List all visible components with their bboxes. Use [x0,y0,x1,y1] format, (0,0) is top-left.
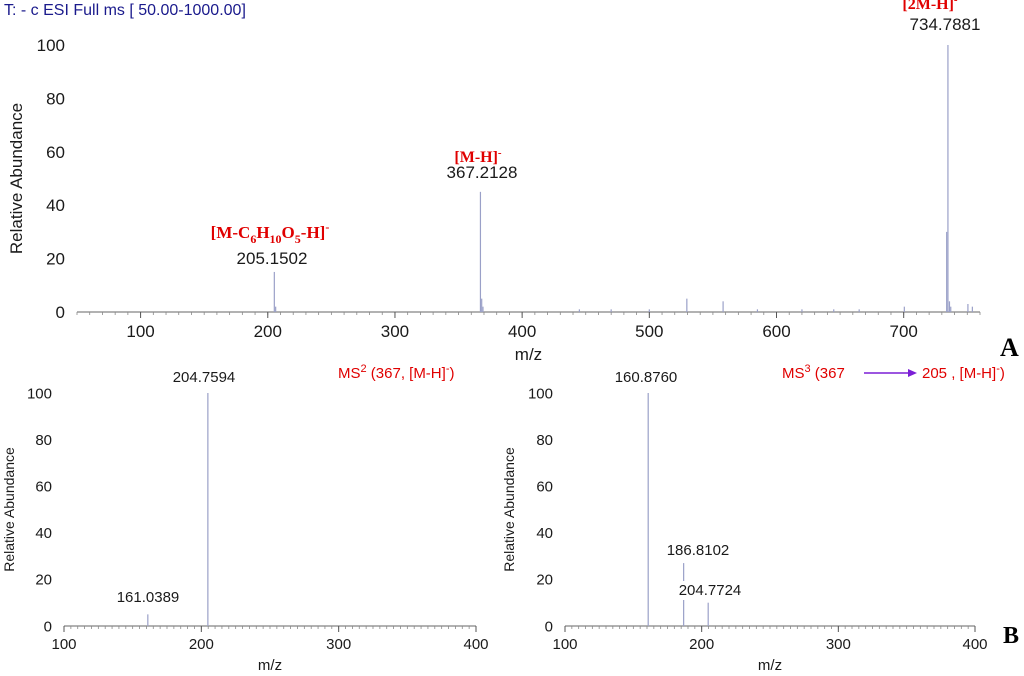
peak-label-bg [111,588,185,607]
x-tick-label: 300 [826,636,851,653]
peak-mz-label: 161.0389 [117,589,180,606]
x-axis-label: m/z [258,657,282,674]
y-tick-label: 20 [46,250,65,269]
x-tick-label: 100 [126,322,154,341]
panel-letter-a: A [1000,333,1019,362]
x-tick-label: 300 [326,636,351,653]
spectrum-panel-ms3: 100 200 300 400 0 20 40 60 80 100 m/z Relative Abun… [501,368,988,674]
x-axis-label: m/z [758,657,782,674]
y-axis-label: Relative Abundance [7,103,26,254]
y-axis-label: Relative Abundance [1,447,17,572]
svg-text:MS3 (367: MS3 (367 [782,363,845,382]
x-axis-label: m/z [515,345,542,364]
peak-label-bg [661,541,735,560]
x-tick-label: 300 [381,322,409,341]
peak-mz-label: 204.7594 [173,369,236,386]
x-tick-label: 600 [762,322,790,341]
x-tick-label: 100 [552,636,577,653]
y-tick-label: 20 [35,572,52,589]
y-tick-label: 40 [536,525,553,542]
peak-mz-label: 204.7724 [679,582,742,599]
x-tick-label: 200 [189,636,214,653]
peak-mz-label: 734.7881 [910,15,981,34]
peak-label-bg [440,162,524,183]
y-tick-label: 60 [536,478,553,495]
spectrum-panel-ms2: 100 200 300 400 0 20 40 60 80 100 m/z Relative Abun… [1,368,489,674]
x-tick-label: 100 [51,636,76,653]
x-tick-label: 200 [689,636,714,653]
y-tick-label: 40 [35,525,52,542]
y-tick-label: 80 [536,432,553,449]
svg-text:205 , [M-H]-): 205 , [M-H]-) [922,363,1005,382]
peak-mz-label: 160.8760 [615,369,678,386]
y-tick-label: 0 [44,618,52,635]
peak-mz-label: 367.2128 [447,163,518,182]
y-tick-label: 40 [46,196,65,215]
peak-label-bg [167,368,241,387]
peak-label-bg [609,368,683,387]
ion-label-2m-h: [2M-H]- [902,0,958,13]
y-axis-label: Relative Abundance [501,447,517,572]
ion-label-m-c6h10o5-h: [M-C6H10O5-H]- [211,220,330,246]
arrow-head-icon [908,369,917,377]
y-tick-label: 100 [37,36,65,55]
y-tick-label: 0 [545,618,553,635]
x-tick-label: 400 [463,636,488,653]
ms2-title: MS2 (367, [M-H]-) [338,363,454,382]
x-tick-label: 700 [890,322,918,341]
peak-mz-label: 186.8102 [667,542,730,559]
y-tick-label: 80 [46,89,65,108]
y-tick-label: 0 [56,303,65,322]
ms3-title: MS3 (367 205 , [M-H]-) [782,363,1005,382]
peak-mz-label: 205.1502 [237,249,308,268]
y-tick-label: 60 [46,143,65,162]
peak-label-bg [673,581,747,600]
x-tick-label: 500 [635,322,663,341]
peak-label-bg [230,248,314,269]
peak-label-bg [903,14,987,35]
x-tick-label: 400 [508,322,536,341]
y-tick-label: 80 [35,432,52,449]
y-tick-label: 100 [27,385,52,402]
x-tick-label: 200 [254,322,282,341]
y-tick-label: 60 [35,478,52,495]
panel-letter-b: B [1003,623,1019,649]
y-tick-label: 100 [528,385,553,402]
ion-label-m-h: [M-H]- [454,147,502,166]
scan-filter-header: T: - c ESI Full ms [ 50.00-1000.00] [4,2,246,19]
spectrum-panel-a: 100 200 300 400 500 600 700 0 20 40 60 80 100 m/z Rela… [7,14,987,364]
y-tick-label: 20 [536,572,553,589]
x-tick-label: 400 [962,636,987,653]
